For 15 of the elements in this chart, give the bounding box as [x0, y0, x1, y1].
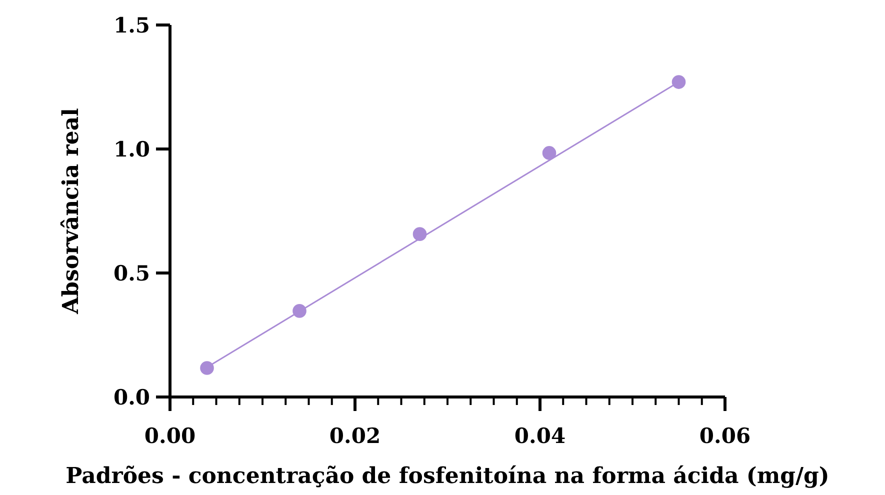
point	[200, 361, 214, 375]
x-tick-label: 0.06	[699, 423, 751, 448]
y-tick-label: 1.5	[113, 12, 150, 38]
point	[672, 75, 686, 89]
x-axis-title: Padrões - concentração de fosfenitoína na forma ácida (mg/g)	[66, 463, 830, 489]
y-tick-label: 1.0	[113, 136, 150, 162]
y-axis-title: Absorvância real	[58, 108, 84, 316]
x-tick-label: 0.04	[514, 423, 566, 448]
point	[292, 304, 306, 318]
x-tick-label: 0.00	[144, 423, 196, 448]
point	[542, 146, 556, 160]
y-tick-label: 0.5	[113, 260, 150, 286]
point	[412, 227, 427, 241]
x-tick-label: 0.02	[329, 423, 381, 448]
y-tick-label: 0.0	[113, 384, 150, 410]
